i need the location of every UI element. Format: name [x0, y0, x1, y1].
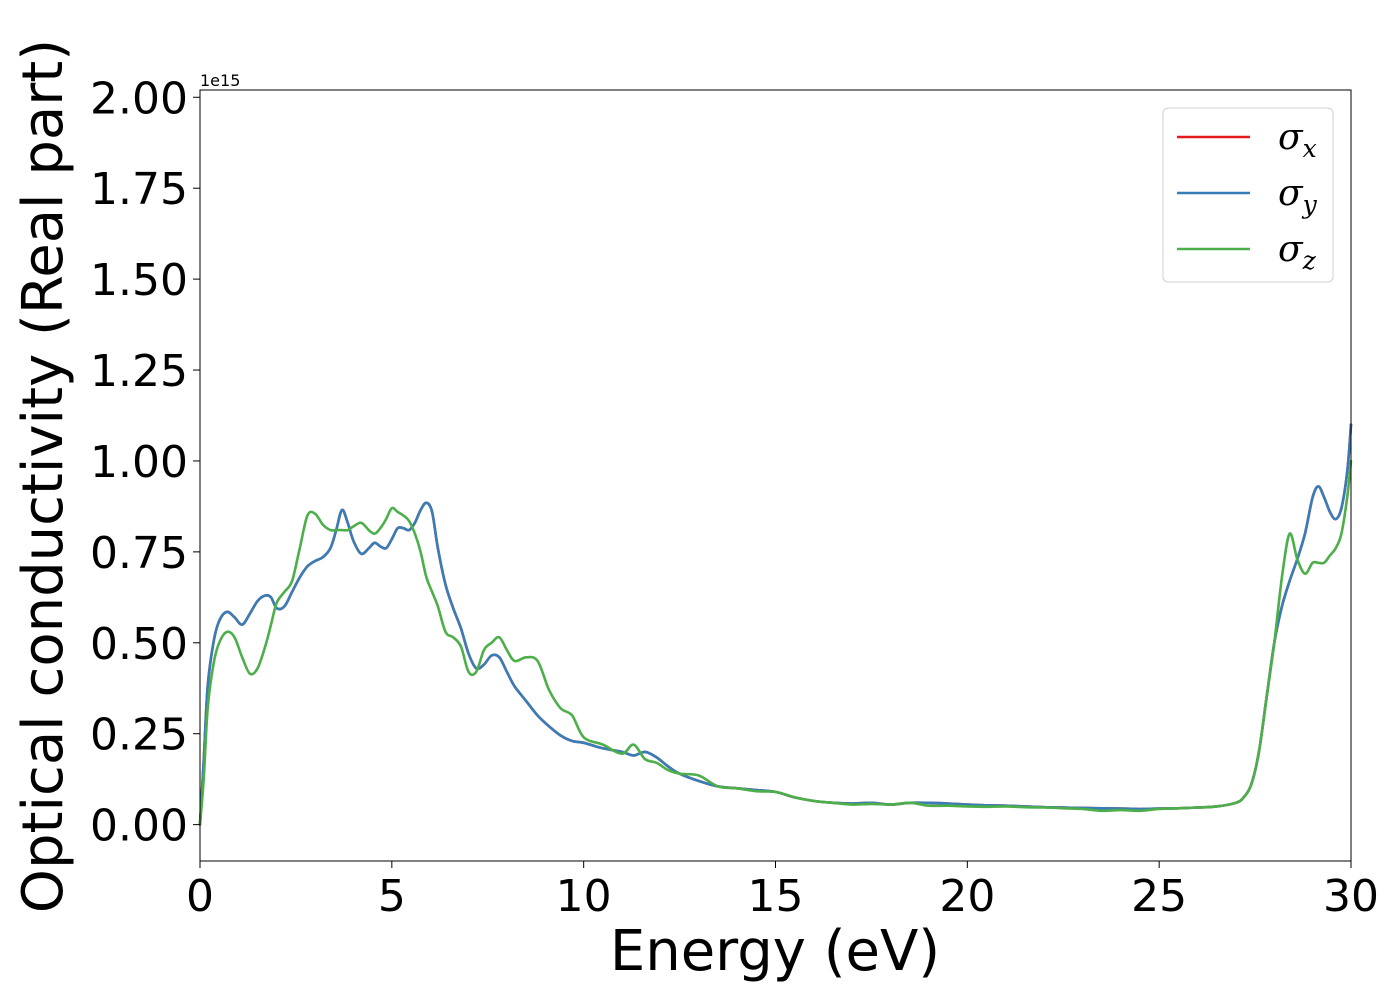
x-tick-label: 20 [939, 871, 995, 922]
y-tick-label: 1.50 [90, 255, 188, 306]
x-axis-ticks: 0 5 10 15 20 25 30 [186, 861, 1379, 922]
x-tick-label: 30 [1323, 871, 1379, 922]
y-tick-label: 0.50 [90, 619, 188, 670]
y-tick-label: 2.00 [90, 73, 188, 124]
legend: σx σy σz [1162, 107, 1334, 283]
y-axis-title: Optical conductivity (Real part) [11, 39, 76, 913]
y-offset-label: 1e15 [200, 71, 240, 90]
y-tick-label: 1.00 [90, 437, 188, 488]
legend-label-x: σx [1278, 117, 1317, 163]
y-tick-label: 0.00 [90, 801, 188, 852]
x-tick-label: 15 [748, 871, 804, 922]
x-axis-title: Energy (eV) [610, 919, 940, 984]
plot-lines [198, 423, 1353, 826]
legend-box [1162, 107, 1334, 283]
y-tick-label: 1.25 [90, 346, 188, 397]
legend-label-z: σz [1278, 229, 1317, 275]
y-tick-label: 1.75 [90, 164, 188, 215]
x-tick-label: 0 [186, 871, 214, 922]
x-tick-label: 5 [378, 871, 406, 922]
x-tick-label: 10 [556, 871, 612, 922]
legend-label-y: σy [1278, 173, 1318, 219]
y-tick-label: 0.25 [90, 710, 188, 761]
series-line-z [198, 459, 1353, 826]
x-tick-label: 25 [1131, 871, 1187, 922]
y-axis-ticks: 0.00 0.25 0.50 0.75 1.00 1.25 1.50 1.75 2.00 [90, 73, 200, 852]
y-tick-label: 0.75 [90, 528, 188, 579]
